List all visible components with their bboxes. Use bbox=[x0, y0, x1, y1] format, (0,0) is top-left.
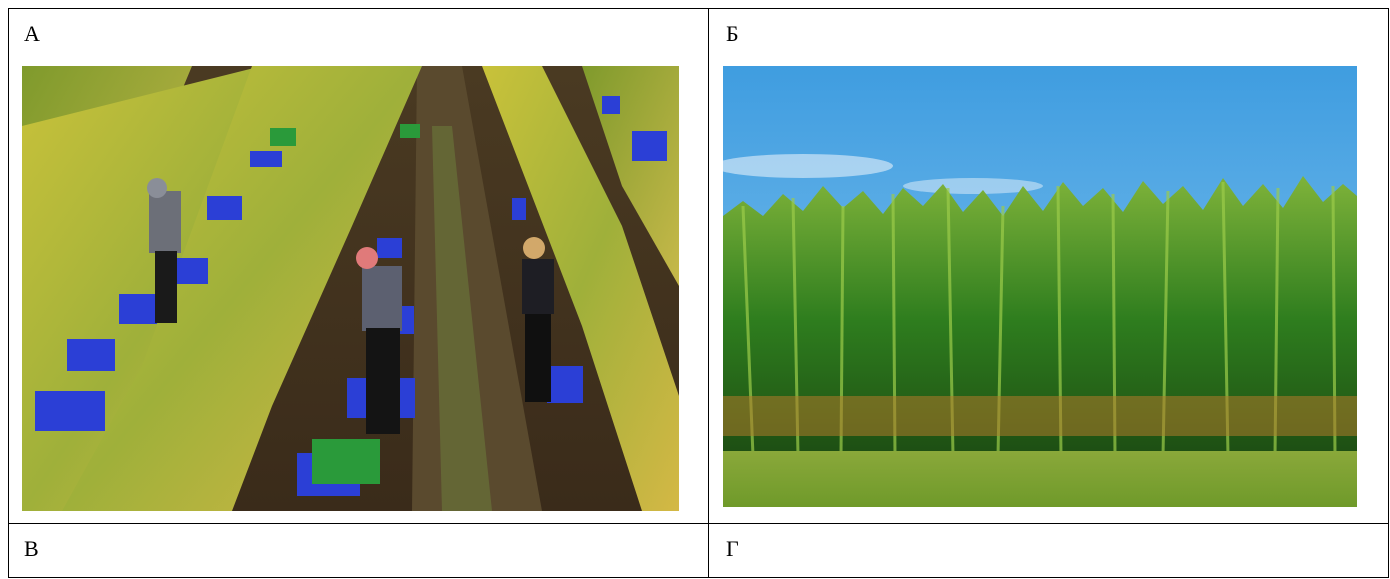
cell-a-label: А bbox=[24, 21, 40, 46]
cell-g-label: Г bbox=[726, 536, 739, 561]
corn-field-photo bbox=[723, 66, 1357, 507]
table-row-divider bbox=[9, 523, 1388, 524]
answer-table: А bbox=[8, 8, 1389, 578]
vineyard-harvest-photo bbox=[22, 66, 679, 511]
cell-v-label: В bbox=[24, 536, 39, 561]
cell-b-label: Б bbox=[726, 21, 739, 46]
table-column-divider bbox=[708, 9, 709, 577]
